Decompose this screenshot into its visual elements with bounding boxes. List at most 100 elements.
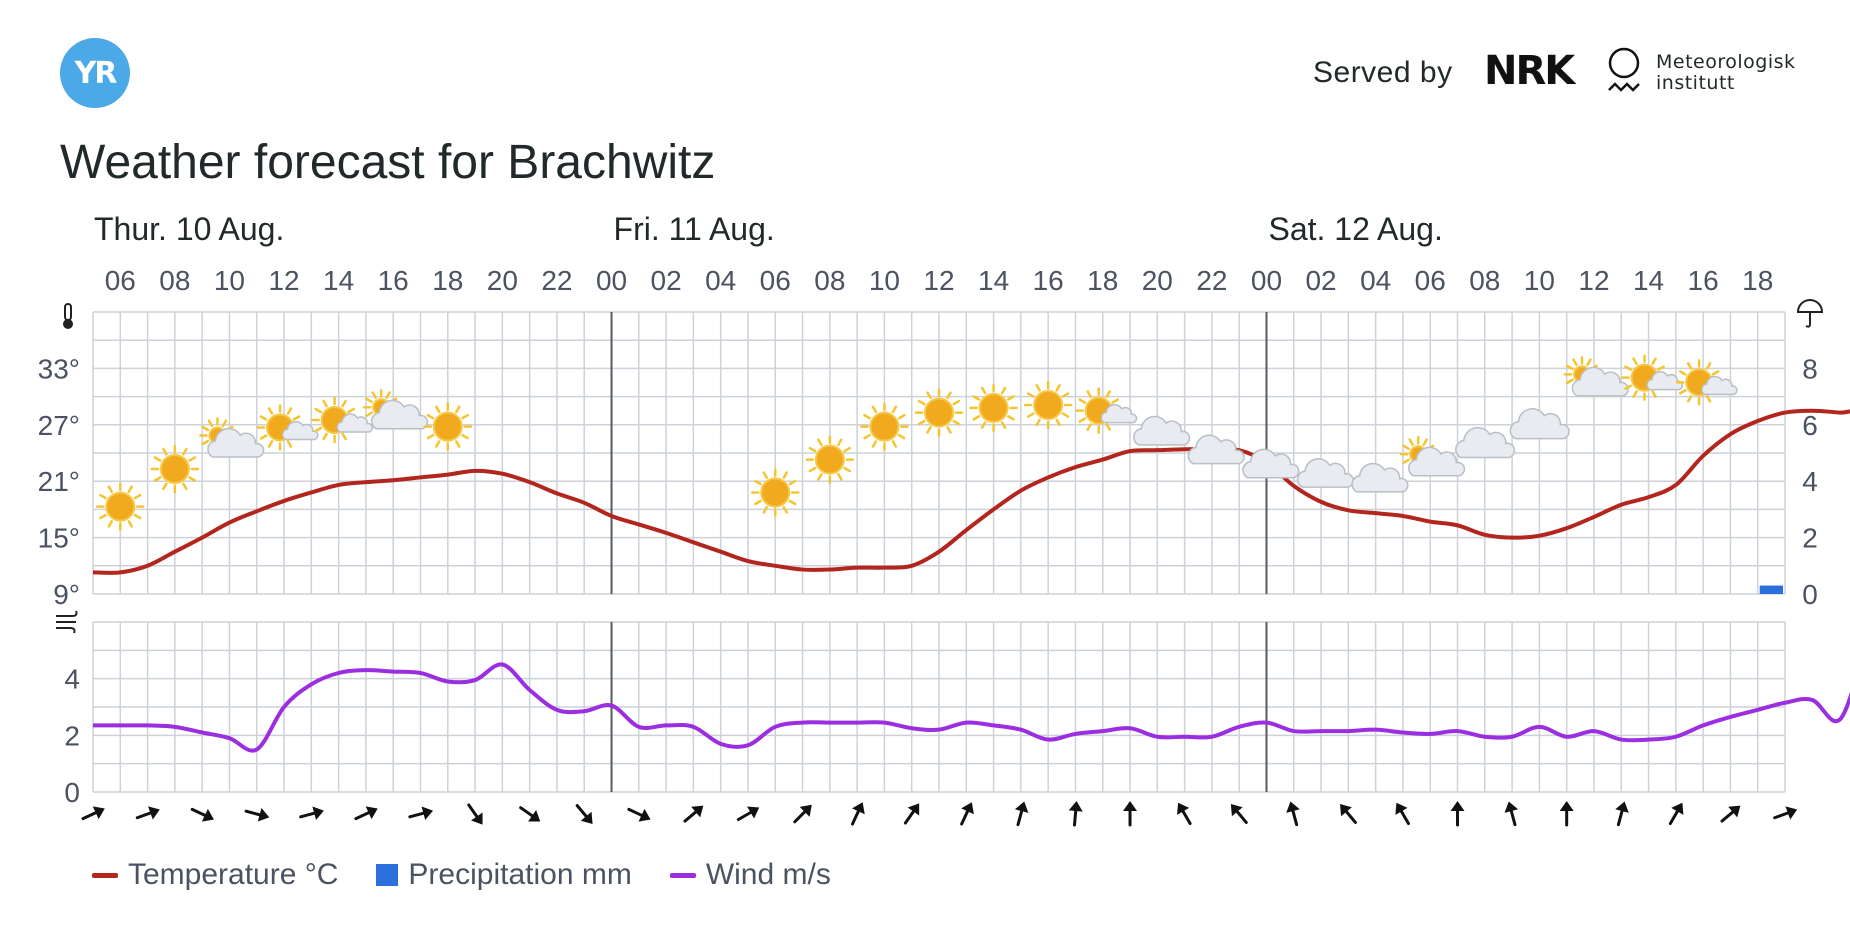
- clear-sky-day-icon: [1023, 380, 1073, 430]
- x-tick-label: 06: [1415, 265, 1446, 296]
- nrk-logo[interactable]: NRK: [1484, 48, 1575, 94]
- x-tick-label: 10: [214, 265, 245, 296]
- wind-direction-arrow: [1773, 806, 1798, 820]
- legend-item-temperature[interactable]: Temperature °C: [92, 858, 338, 892]
- wind-direction-arrow: [135, 806, 160, 820]
- precip-tick-label: 0: [1802, 579, 1818, 610]
- clear-sky-night-icon: [547, 473, 562, 502]
- x-tick-label: 18: [432, 265, 463, 296]
- cloudy-icon: [1455, 426, 1516, 459]
- wind-tick-label: 0: [64, 777, 80, 808]
- partly-cloudy-day-icon: [199, 417, 265, 458]
- x-tick-label: 16: [378, 265, 409, 296]
- fair-day-icon: [256, 404, 319, 451]
- wind-direction-arrow: [1123, 801, 1138, 827]
- page-title: Weather forecast for Brachwitz: [60, 136, 716, 189]
- wind-direction-arrow: [683, 805, 704, 823]
- wind-direction-arrow: [1395, 802, 1410, 826]
- wind-direction-arrow: [575, 804, 593, 824]
- met-institute-icon: [1608, 47, 1640, 92]
- x-tick-label: 00: [1251, 265, 1282, 296]
- wind-direction-arrow: [519, 806, 541, 822]
- met-logo-line1: Meteorologisk: [1656, 51, 1796, 73]
- partly-cloudy-day-icon: [1399, 436, 1466, 477]
- fair-day-icon: [1075, 387, 1138, 434]
- x-tick-label: 10: [869, 265, 900, 296]
- wind-direction-arrow: [1230, 804, 1248, 824]
- x-tick-label: 14: [323, 265, 354, 296]
- x-tick-label: 04: [1360, 265, 1391, 296]
- x-tick-label: 14: [1633, 265, 1664, 296]
- clear-sky-night-icon: [710, 506, 725, 535]
- wind-direction-arrow: [244, 808, 270, 822]
- clear-sky-day-icon: [860, 402, 909, 451]
- wind-direction-arrow: [1339, 804, 1357, 824]
- x-tick-label: 20: [1142, 265, 1173, 296]
- umbrella-icon: [1796, 299, 1824, 328]
- x-tick-label: 16: [1033, 265, 1064, 296]
- fair-day-icon: [1675, 359, 1738, 406]
- x-tick-label: 02: [651, 265, 682, 296]
- legend-label-precipitation: Precipitation mm: [408, 858, 632, 891]
- precipitation-swatch: [376, 864, 399, 886]
- temperature-swatch: [92, 872, 118, 878]
- clear-sky-day-icon: [751, 468, 800, 517]
- clear-sky-day-icon: [805, 435, 855, 484]
- precip-tick-label: 4: [1802, 466, 1818, 497]
- day-label: Thur. 10 Aug.: [94, 211, 284, 247]
- partly-cloudy-night-icon: [1242, 444, 1300, 479]
- wind-direction-arrow: [190, 807, 214, 822]
- wind-direction-arrow: [903, 803, 920, 825]
- day-label: Fri. 11 Aug.: [614, 211, 775, 247]
- x-tick-label: 00: [596, 265, 627, 296]
- legend-label-wind: Wind m/s: [705, 858, 831, 891]
- partly-cloudy-night-icon: [1187, 430, 1245, 465]
- partly-cloudy-day-icon: [362, 389, 429, 430]
- partly-cloudy-night-icon: [1296, 453, 1354, 488]
- x-tick-label: 10: [1524, 265, 1555, 296]
- partly-cloudy-day-icon: [1563, 356, 1629, 397]
- wind-direction-arrow: [1014, 801, 1029, 827]
- wind-direction-arrow: [850, 802, 865, 826]
- partly-cloudy-night-icon: [1133, 411, 1191, 446]
- wind-direction-arrow: [1450, 801, 1465, 827]
- met-logo-line2: institutt: [1656, 72, 1735, 94]
- x-tick-label: 20: [487, 265, 518, 296]
- yr-logo-text: YR: [74, 55, 118, 91]
- wind-direction-arrow: [299, 806, 324, 820]
- fair-day-icon: [311, 396, 374, 444]
- wind-direction-arrow: [1068, 801, 1083, 827]
- thermometer-icon: [63, 303, 73, 329]
- legend-item-precipitation[interactable]: Precipitation mm: [376, 858, 632, 892]
- x-tick-label: 06: [105, 265, 136, 296]
- wind-direction-arrow: [960, 802, 974, 826]
- clear-sky-day-icon: [969, 383, 1018, 433]
- x-tick-label: 12: [1578, 265, 1609, 296]
- wind-direction-arrow: [1559, 801, 1574, 827]
- temperature-line: [92, 408, 1850, 575]
- partly-cloudy-night-icon: [1351, 458, 1409, 493]
- temp-tick-label: 21°: [38, 466, 80, 497]
- clear-sky-day-icon: [96, 482, 145, 531]
- yr-logo[interactable]: YR: [60, 38, 130, 108]
- wind-direction-arrow: [1720, 805, 1741, 823]
- x-tick-label: 14: [978, 265, 1009, 296]
- precip-tick-label: 8: [1802, 353, 1818, 384]
- x-tick-label: 02: [1305, 265, 1336, 296]
- wind-tick-label: 2: [64, 720, 80, 751]
- x-tick-label: 08: [159, 265, 190, 296]
- wind-direction-arrow: [1504, 801, 1519, 827]
- x-tick-label: 08: [1469, 265, 1500, 296]
- x-tick-label: 12: [268, 265, 299, 296]
- met-institute-logo[interactable]: Meteorologisk institutt: [1656, 52, 1796, 94]
- legend-label-temperature: Temperature °C: [128, 858, 339, 891]
- wind-direction-arrow: [1177, 802, 1192, 826]
- wind-line: [92, 662, 1850, 753]
- wind-direction-arrow: [1615, 801, 1629, 827]
- x-tick-label: 04: [705, 265, 736, 296]
- clear-sky-day-icon: [423, 402, 473, 451]
- legend-item-wind[interactable]: Wind m/s: [669, 858, 831, 892]
- cloudy-icon: [1509, 408, 1570, 440]
- wind-direction-arrow: [354, 806, 378, 821]
